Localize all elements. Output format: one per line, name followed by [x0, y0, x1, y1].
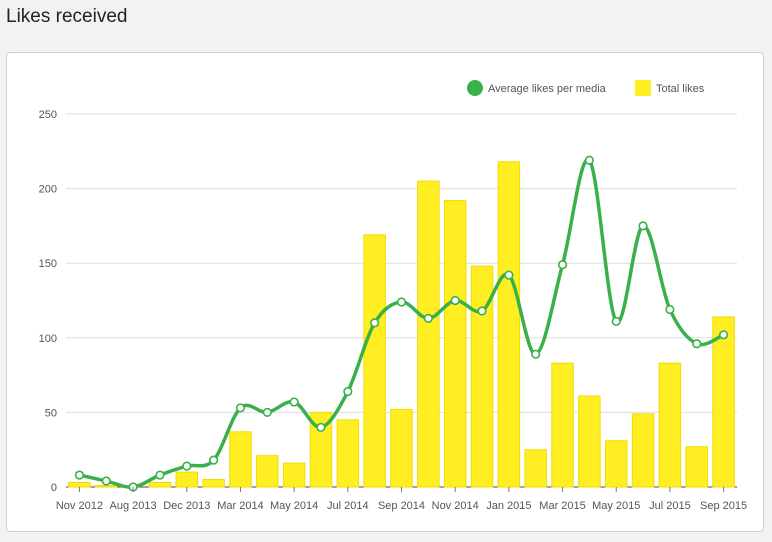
line-point: [209, 455, 219, 465]
line-point: [423, 313, 433, 324]
x-tick-label: Mar 2014: [217, 500, 263, 512]
legend-swatch-bar: [635, 80, 651, 96]
line-point: [262, 407, 272, 418]
bar: [685, 446, 708, 488]
x-tick-label: Aug 2013: [110, 500, 157, 512]
x-tick-label: Jul 2015: [649, 500, 691, 512]
x-tick-label: May 2015: [592, 500, 640, 512]
bar: [336, 419, 360, 488]
line-point: [531, 349, 541, 359]
bar: [363, 234, 386, 488]
y-tick-label: 150: [39, 258, 57, 270]
likes-chart: 0 50 100 150 200 250 Nov 2012 Aug 2013 Dec 2013…: [39, 80, 747, 512]
bar: [417, 180, 440, 488]
x-tick-label: Jan 2015: [486, 500, 531, 512]
line-point: [611, 316, 621, 326]
bar: [524, 449, 547, 488]
line-point: [289, 397, 299, 407]
x-tick-label: Mar 2015: [539, 500, 585, 512]
line-point: [396, 297, 407, 307]
bar: [631, 413, 655, 488]
line-point: [155, 470, 165, 480]
bar: [282, 462, 306, 488]
bar: [390, 408, 413, 488]
legend-label: Average likes per media: [488, 83, 607, 95]
bar: [309, 411, 333, 488]
line-point: [316, 422, 326, 432]
line-point: [101, 476, 111, 486]
line-point: [235, 403, 246, 413]
line-point: [584, 155, 594, 165]
line-point: [692, 339, 702, 349]
page-title: Likes received: [6, 6, 128, 27]
y-tick-label: 100: [39, 333, 57, 345]
line-point: [370, 318, 380, 328]
y-tick-label: 200: [39, 184, 57, 196]
bar: [175, 471, 199, 488]
x-tick-label: Sep 2014: [378, 500, 425, 512]
line-point: [638, 221, 648, 231]
bar: [604, 440, 628, 488]
line-point: [718, 330, 729, 340]
x-tick-label: Sep 2015: [700, 500, 747, 512]
bar: [256, 455, 279, 488]
y-tick-label: 250: [39, 109, 57, 121]
bar: [658, 362, 682, 488]
bar: [712, 316, 735, 488]
y-tick-label: 0: [51, 482, 57, 494]
legend-swatch-line: [467, 80, 483, 96]
x-tick-label: Nov 2014: [432, 500, 479, 512]
bar: [202, 479, 225, 488]
line-point: [182, 461, 192, 471]
line-point: [450, 295, 460, 306]
bar: [95, 485, 118, 488]
bar: [443, 200, 467, 488]
chart-panel: 0 50 100 150 200 250 Nov 2012 Aug 2013 Dec 2013…: [6, 52, 764, 532]
bar: [68, 482, 91, 488]
x-tick-label: Jul 2014: [327, 500, 369, 512]
x-tick-label: May 2014: [270, 500, 318, 512]
bar: [229, 431, 252, 488]
bar: [551, 362, 574, 488]
line-point: [665, 304, 675, 315]
y-tick-label: 50: [45, 407, 57, 419]
bar: [497, 161, 521, 488]
x-tick-label: Dec 2013: [163, 500, 210, 512]
line-point: [343, 386, 353, 397]
line-point: [477, 306, 487, 316]
x-tick-label: Nov 2012: [56, 500, 103, 512]
legend-label: Total likes: [656, 83, 705, 95]
bar: [578, 395, 601, 488]
line-point: [504, 270, 514, 280]
line-point: [557, 260, 568, 270]
line-point: [74, 470, 85, 480]
bar: [148, 482, 172, 488]
bar: [470, 265, 494, 488]
